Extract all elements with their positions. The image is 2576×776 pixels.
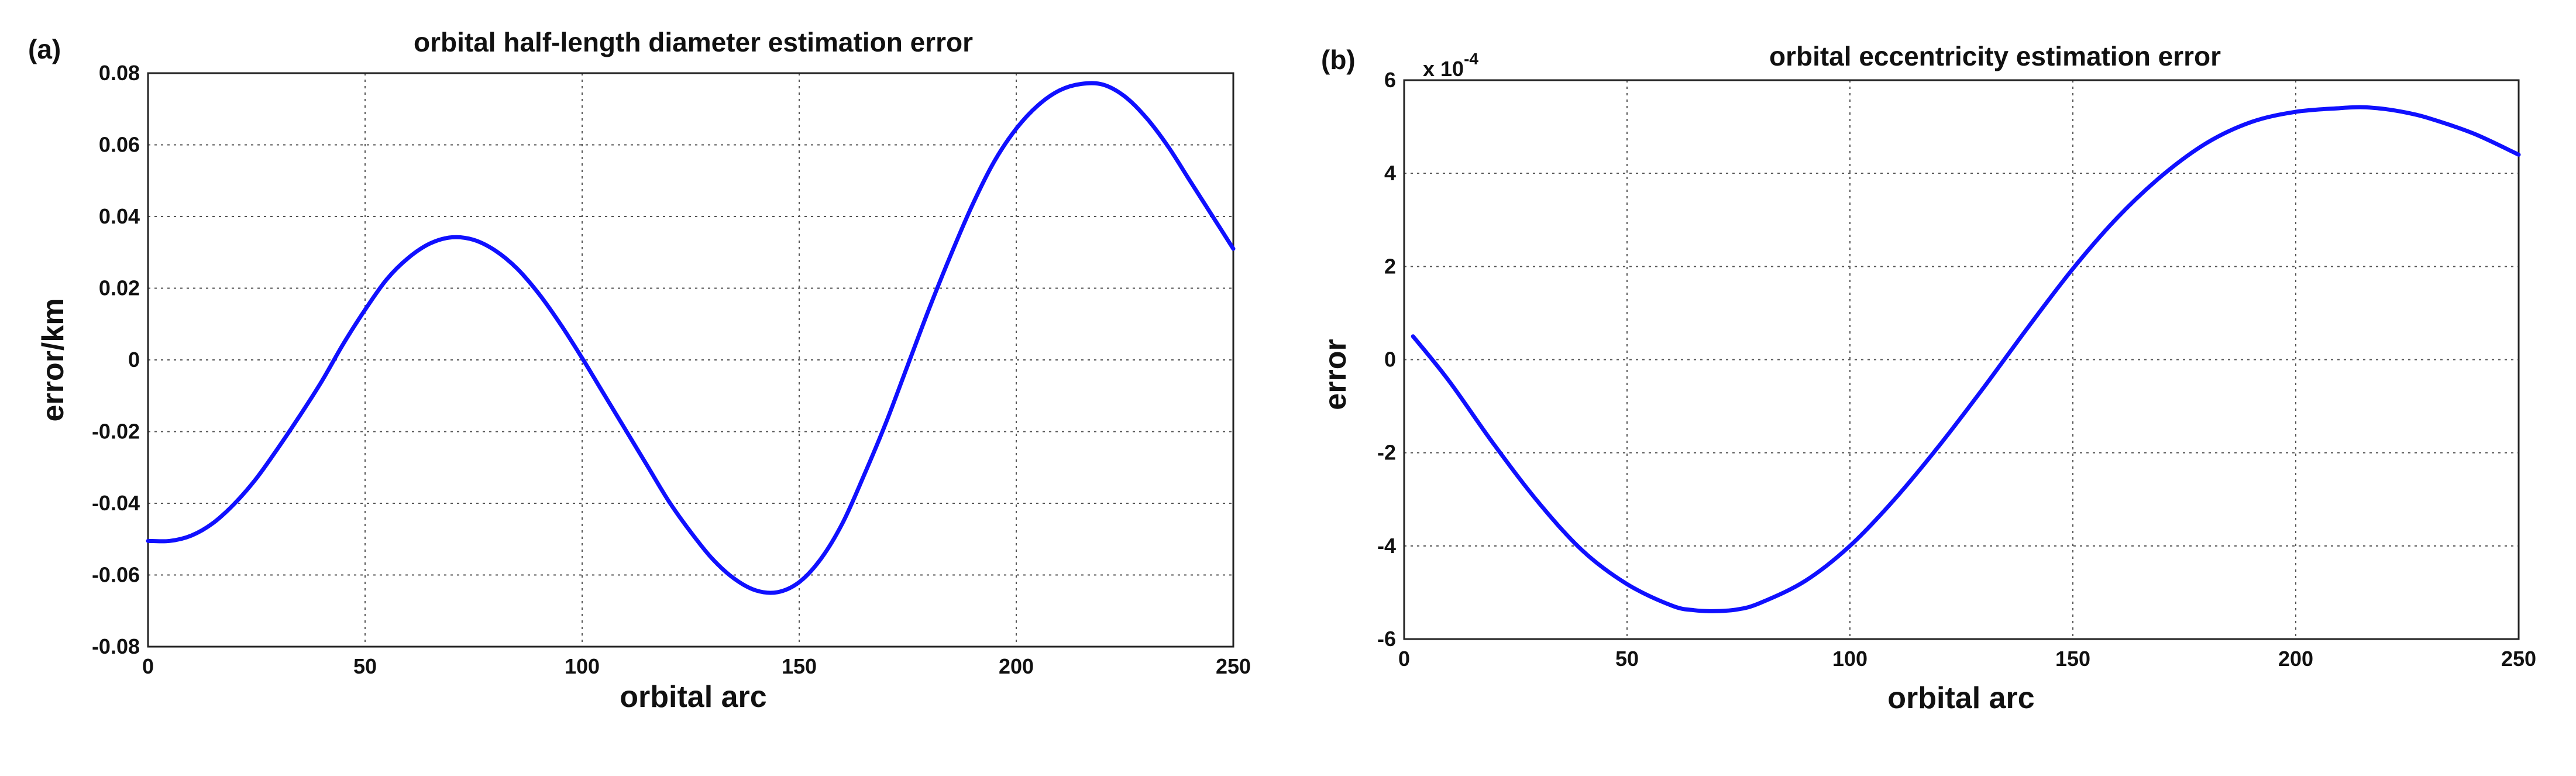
- grid-a: [148, 73, 1233, 647]
- x-tick-label-b: 150: [2055, 647, 2090, 671]
- x-tick-label-a: 250: [1216, 654, 1251, 678]
- y-tick-label-b: -2: [1377, 441, 1396, 465]
- y-tick-label-a: 0: [128, 348, 140, 372]
- error-curve-b: [1411, 105, 2521, 613]
- plot-frame-b: [1403, 79, 2520, 640]
- chart-panel-a: (a) orbital half-length diameter estimat…: [28, 27, 1251, 714]
- x-tick-label-b: 100: [1832, 647, 1867, 671]
- y-ticks-b: -6 -4 -2 0 2 4 6: [1377, 68, 1396, 651]
- y-tick-label-b: 6: [1384, 68, 1396, 92]
- y-axis-label-a: error/km: [36, 298, 70, 422]
- y-tick-label-b: 4: [1384, 161, 1396, 185]
- error-curve-a: [146, 81, 1236, 595]
- plot-frame-a: [147, 72, 1234, 648]
- y-axis-label-b: error: [1319, 339, 1353, 410]
- y-exponent-label-b: x 10-4: [1423, 50, 1478, 81]
- x-tick-label-a: 0: [142, 654, 154, 678]
- grid-b: [1404, 80, 2519, 639]
- y-tick-label-b: 0: [1384, 348, 1396, 372]
- x-tick-label-a: 100: [565, 654, 600, 678]
- x-axis-label-b: orbital arc: [1887, 681, 2034, 715]
- y-tick-label-a: 0.06: [99, 133, 140, 157]
- y-tick-label-b: -6: [1377, 627, 1396, 651]
- chart-title-b: orbital eccentricity estimation error: [1769, 41, 2221, 71]
- x-tick-label-a: 50: [353, 654, 377, 678]
- y-tick-label-a: 0.08: [99, 61, 140, 85]
- exponent-power: -4: [1464, 50, 1478, 68]
- y-tick-label-a: -0.08: [92, 634, 140, 658]
- x-tick-label-b: 200: [2278, 647, 2313, 671]
- x-tick-label-a: 150: [782, 654, 817, 678]
- y-tick-label-a: -0.06: [92, 563, 140, 587]
- x-tick-label-b: 0: [1398, 647, 1410, 671]
- chart-title-a: orbital half-length diameter estimation …: [414, 27, 973, 57]
- y-tick-label-b: 2: [1384, 254, 1396, 278]
- y-tick-label-a: -0.04: [92, 491, 140, 515]
- panel-label-a: (a): [28, 34, 61, 64]
- y-tick-label-b: -4: [1377, 534, 1396, 558]
- x-ticks-b: 0 50 100 150 200 250: [1398, 647, 2536, 671]
- x-tick-label-a: 200: [999, 654, 1034, 678]
- x-tick-label-b: 250: [2501, 647, 2536, 671]
- y-ticks-a: -0.08 -0.06 -0.04 -0.02 0 0.02 0.04 0.06 0.08: [92, 61, 140, 658]
- exponent-base: x 10: [1423, 57, 1464, 81]
- chart-panel-b: (b) orbital eccentricity estimation erro…: [1319, 41, 2536, 715]
- y-tick-label-a: -0.02: [92, 420, 140, 444]
- y-tick-label-a: 0.02: [99, 276, 140, 300]
- x-ticks-a: 0 50 100 150 200 250: [142, 654, 1251, 678]
- x-axis-label-a: orbital arc: [620, 680, 766, 714]
- y-tick-label-a: 0.04: [99, 204, 140, 228]
- x-tick-label-b: 50: [1615, 647, 1639, 671]
- panel-label-b: (b): [1321, 44, 1356, 75]
